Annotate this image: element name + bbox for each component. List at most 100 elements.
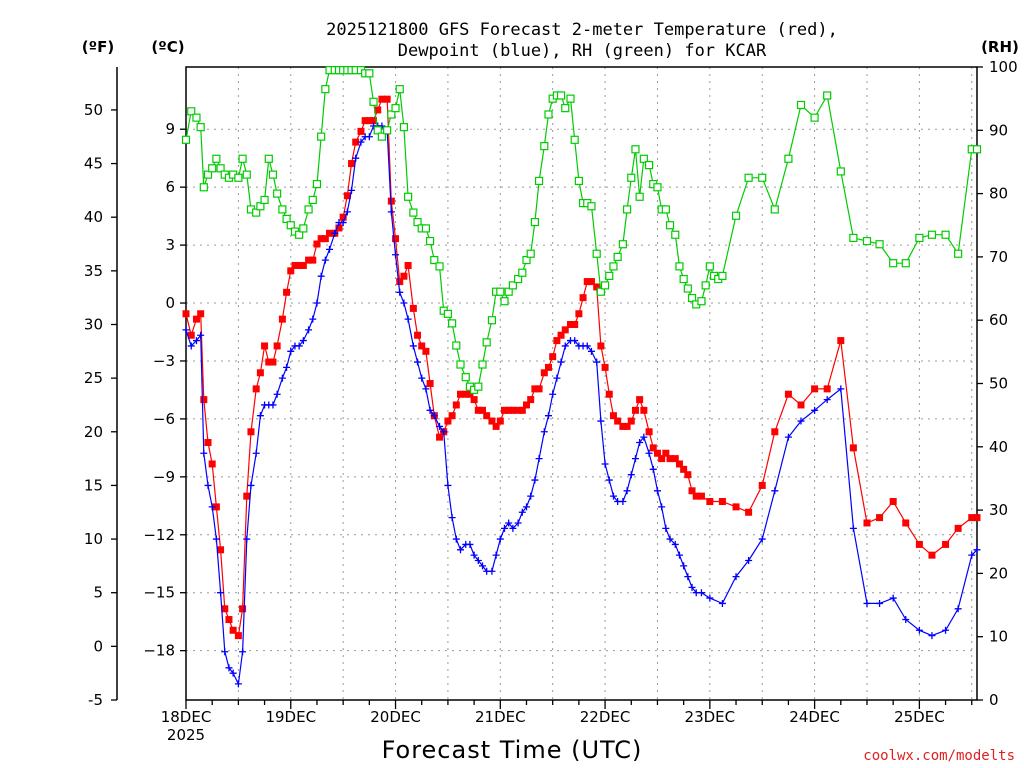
rh-point xyxy=(413,217,422,227)
rh-point xyxy=(627,173,636,182)
temperature-point xyxy=(605,390,613,398)
fahrenheit-tick-label: 5 xyxy=(93,584,103,602)
rh-tick-label: 60 xyxy=(989,311,1008,329)
dewpoint-point xyxy=(557,358,565,366)
dewpoint-point xyxy=(928,632,936,640)
rh-point xyxy=(534,176,544,186)
temperature-point xyxy=(811,385,819,393)
dewpoint-point xyxy=(409,342,417,350)
rh-point xyxy=(901,259,910,268)
rh-point xyxy=(570,135,579,144)
rh-tick-label: 10 xyxy=(989,628,1008,646)
rh-tick-label: 30 xyxy=(989,501,1008,519)
rh-point xyxy=(849,233,858,243)
rh-point xyxy=(731,211,741,220)
fahrenheit-tick-label: 20 xyxy=(84,423,103,441)
temperature-point xyxy=(361,117,369,125)
x-tick-label: 23DEC xyxy=(685,708,736,726)
dewpoint-point xyxy=(197,331,205,339)
temperature-point xyxy=(221,605,229,613)
rh-tick-label: 100 xyxy=(989,58,1018,76)
dewpoint-point xyxy=(326,245,334,253)
dewpoint-point xyxy=(645,449,653,457)
dewpoint-point xyxy=(631,455,639,463)
rh-point xyxy=(661,205,670,214)
rh-point xyxy=(609,262,618,271)
dewpoint-point xyxy=(474,557,482,565)
dewpoint-point xyxy=(256,412,264,420)
dewpoint-point xyxy=(187,342,195,350)
rh-point xyxy=(443,309,453,318)
temperature-point xyxy=(436,433,444,441)
rh-point xyxy=(566,94,575,103)
rh-point xyxy=(605,271,614,280)
temperature-point xyxy=(968,514,976,522)
temperature-point xyxy=(291,261,299,269)
rh-point xyxy=(631,145,640,154)
rh-point xyxy=(526,249,535,258)
dewpoint-point xyxy=(422,385,430,393)
temperature-point xyxy=(352,138,360,146)
dewpoint-point xyxy=(243,535,251,543)
temperature-point xyxy=(470,396,478,404)
celsius-tick-label: 0 xyxy=(165,294,175,312)
rh-point xyxy=(448,319,457,328)
dewpoint-point xyxy=(313,299,321,307)
rh-point xyxy=(187,107,196,116)
rh-point xyxy=(435,262,444,271)
dewpoint-point xyxy=(518,508,526,516)
temperature-point xyxy=(544,363,552,371)
temperature-point xyxy=(339,213,347,221)
temperature-point xyxy=(348,160,356,168)
grid-lines xyxy=(186,67,977,700)
temperature-point xyxy=(200,396,208,404)
dewpoint-point xyxy=(204,481,212,489)
celsius-tick-label: −15 xyxy=(143,584,175,602)
temperature-point xyxy=(239,605,247,613)
rh-point xyxy=(395,85,404,94)
temperature-point xyxy=(500,406,508,414)
x-tick-year-label: 2025 xyxy=(167,726,205,744)
rh-point xyxy=(478,360,487,369)
rh-point xyxy=(530,217,539,227)
dewpoint-point xyxy=(436,422,444,430)
temperature-point xyxy=(305,256,313,264)
celsius-tick-label: 6 xyxy=(165,178,175,196)
rh-point xyxy=(282,214,291,224)
dewpoint-point xyxy=(531,476,539,484)
x-tick-label: 21DEC xyxy=(475,708,526,726)
temperature-point xyxy=(688,487,696,495)
dewpoint-point xyxy=(269,401,277,409)
dewpoint-point xyxy=(192,337,200,345)
temperature-point xyxy=(876,514,884,522)
rh-point xyxy=(705,262,714,271)
dewpoint-point xyxy=(784,433,792,441)
dewpoint-point xyxy=(426,406,434,414)
rh-point xyxy=(810,113,819,122)
temperature-point xyxy=(732,503,740,511)
temperature-point xyxy=(496,417,504,425)
temperature-point xyxy=(374,106,382,114)
temperature-point xyxy=(317,235,325,243)
dewpoint-point xyxy=(430,412,438,420)
dewpoint-point xyxy=(889,594,897,602)
dewpoint-point xyxy=(299,337,307,345)
temperature-point xyxy=(849,444,857,452)
rh-point xyxy=(758,173,767,182)
dewpoint-point xyxy=(571,337,579,345)
series-temperature xyxy=(182,95,981,640)
temperature-point xyxy=(404,261,412,269)
temperature-point xyxy=(837,337,845,345)
temperature-point xyxy=(954,524,962,532)
dewpoint-point xyxy=(247,481,255,489)
temperature-point xyxy=(309,256,317,264)
temperature-point xyxy=(452,401,460,409)
dewpoint-point xyxy=(418,374,426,382)
dewpoint-point xyxy=(444,481,452,489)
rh-point xyxy=(181,135,191,144)
dewpoint-point xyxy=(295,342,303,350)
dewpoint-point xyxy=(627,471,635,479)
dewpoint-point xyxy=(973,546,981,554)
rh-point xyxy=(203,170,213,179)
temperature-point xyxy=(409,304,417,312)
